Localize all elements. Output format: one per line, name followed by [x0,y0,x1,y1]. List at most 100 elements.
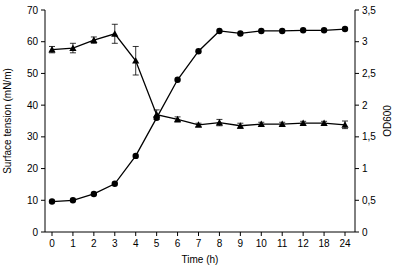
x-tick [72,232,73,236]
y2-tick [355,41,359,42]
y-axis-title: Surface tension (mN/m) [2,68,13,174]
x-tick-label: 8 [217,238,223,249]
marker [49,198,55,204]
marker [133,153,139,159]
marker [153,115,159,121]
y-tick-label: 30 [27,131,39,142]
marker [111,30,118,36]
x-tick-label: 2 [91,238,97,249]
x-tick [52,232,53,236]
marker [237,122,244,128]
y2-tick [355,105,359,106]
x-axis-title: Time (h) [182,254,219,265]
x-tick [219,232,220,236]
marker [70,197,76,203]
y2-axis-title: OD600 [382,105,393,137]
marker [195,121,202,127]
marker [300,27,306,33]
marker [279,121,286,127]
y2-tick-label: 0,5 [362,195,376,206]
y-tick [41,200,45,201]
y2-tick [355,10,359,11]
marker [216,28,222,34]
plot-area [48,24,348,204]
series-line [52,34,345,126]
y-tick-label: 0 [32,227,38,238]
marker [174,77,180,83]
x-tick-label: 1 [70,238,76,249]
y-tick-label: 60 [27,36,39,47]
marker [237,30,243,36]
marker [91,191,97,197]
y-axis-line [45,10,46,232]
y-tick [41,73,45,74]
x-tick [156,232,157,236]
y2-tick [355,232,359,233]
x-tick-label: 11 [277,238,288,249]
x-tick-label: 4 [133,238,139,249]
error-bar [91,37,97,43]
y-tick [41,10,45,11]
x-tick [114,232,115,236]
y-tick [41,168,45,169]
marker [216,119,223,125]
y-tick [41,41,45,42]
y-tick-label: 10 [27,195,39,206]
x-tick-label: 3 [112,238,118,249]
marker [69,44,76,50]
y-tick [41,232,45,233]
error-bar [133,46,139,75]
x-tick [240,232,241,236]
x-tick [93,232,94,236]
series-line [52,29,345,202]
x-tick [177,232,178,236]
marker [112,181,118,187]
y-tick [41,136,45,137]
x-tick [324,232,325,236]
marker [195,48,201,54]
x-tick-label: 18 [319,238,331,249]
y2-tick-label: 3,5 [362,5,376,16]
x-tick-label: 7 [196,238,202,249]
error-bar [112,24,118,43]
marker [279,28,285,34]
y2-tick-label: 1 [362,163,368,174]
y-tick-label: 40 [27,100,39,111]
x-tick-label: 6 [175,238,181,249]
x-axis-line [45,232,355,233]
marker [320,120,327,126]
y-tick [41,105,45,106]
x-tick-label: 9 [238,238,244,249]
marker [90,37,97,43]
x-tick [345,232,346,236]
error-bar [49,46,55,52]
x-tick [198,232,199,236]
y2-tick-label: 2 [362,100,368,111]
error-bar [216,119,222,125]
y2-axis-line [355,10,356,232]
error-bar [70,43,76,53]
marker [174,116,181,122]
x-tick [261,232,262,236]
y2-tick [355,168,359,169]
error-bar [342,121,348,129]
x-tick-label: 12 [298,238,310,249]
x-tick [303,232,304,236]
y2-tick-label: 0 [362,227,368,238]
y2-tick [355,73,359,74]
marker [48,46,55,52]
marker [258,28,264,34]
x-tick [282,232,283,236]
marker [300,120,307,126]
marker [132,57,139,63]
y-tick-label: 20 [27,163,39,174]
x-tick-label: 0 [49,238,55,249]
x-tick-label: 10 [256,238,268,249]
y-tick-label: 50 [27,68,39,79]
x-tick-label: 24 [339,238,351,249]
chart: 01020304050607000,511,522,533,5012345678… [0,0,400,266]
marker [321,27,327,33]
y-tick-label: 70 [27,5,39,16]
x-tick [135,232,136,236]
y2-tick-label: 2,5 [362,68,376,79]
